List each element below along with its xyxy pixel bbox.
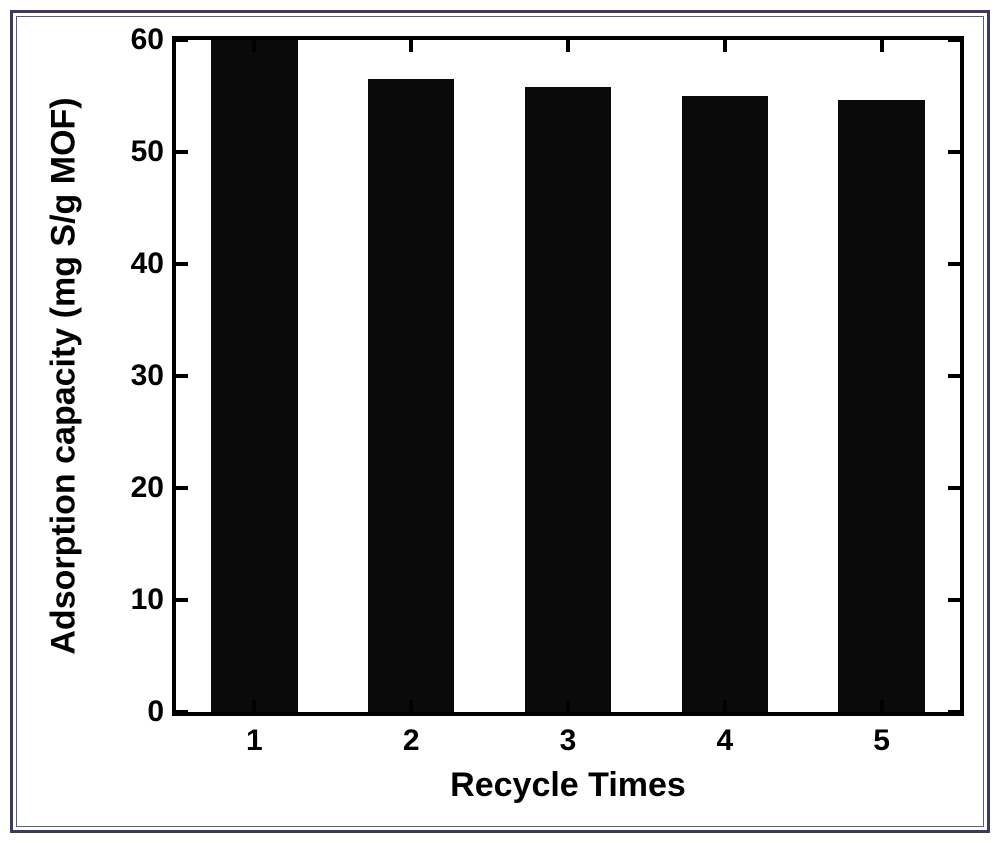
y-tick-mark xyxy=(176,262,188,266)
y-tick-mark xyxy=(948,150,960,154)
y-tick-mark xyxy=(176,710,188,714)
x-tick-mark xyxy=(409,40,413,52)
x-axis-label: Recycle Times xyxy=(450,766,686,805)
x-tick-mark xyxy=(880,40,884,52)
y-tick-mark xyxy=(948,486,960,490)
y-tick-label: 60 xyxy=(131,25,164,55)
y-tick-mark xyxy=(176,38,188,42)
x-tick-mark xyxy=(409,700,413,712)
y-tick-label: 30 xyxy=(131,361,164,391)
figure: 0 10 20 30 40 50 60 1 2 3 4 5 Adsorption capacity … xyxy=(0,0,1000,843)
y-tick-mark xyxy=(948,598,960,602)
x-tick-label: 2 xyxy=(403,726,420,756)
x-tick-mark xyxy=(252,700,256,712)
y-tick-label: 0 xyxy=(147,697,164,727)
y-tick-label: 20 xyxy=(131,473,164,503)
y-tick-mark xyxy=(176,374,188,378)
x-tick-mark xyxy=(880,700,884,712)
x-tick-label: 5 xyxy=(873,726,890,756)
y-tick-label: 10 xyxy=(131,585,164,615)
x-tick-label: 3 xyxy=(560,726,577,756)
y-tick-label: 50 xyxy=(131,137,164,167)
x-tick-mark xyxy=(252,40,256,52)
bar xyxy=(211,40,297,712)
x-tick-label: 1 xyxy=(246,726,263,756)
y-tick-label: 40 xyxy=(131,249,164,279)
bar xyxy=(525,87,611,712)
x-tick-label: 4 xyxy=(716,726,733,756)
y-tick-mark xyxy=(176,486,188,490)
y-tick-mark xyxy=(176,150,188,154)
x-tick-mark xyxy=(723,700,727,712)
plot-inner xyxy=(176,40,960,712)
y-tick-mark xyxy=(948,262,960,266)
y-tick-mark xyxy=(948,710,960,714)
y-axis-label: Adsorption capacity (mg S/g MOF) xyxy=(45,36,84,716)
x-tick-mark xyxy=(566,700,570,712)
y-tick-mark xyxy=(176,598,188,602)
bar xyxy=(838,100,924,712)
plot-area xyxy=(172,36,964,716)
y-tick-mark xyxy=(948,374,960,378)
bar xyxy=(682,96,768,712)
x-tick-mark xyxy=(566,40,570,52)
x-tick-mark xyxy=(723,40,727,52)
bar xyxy=(368,79,454,712)
y-tick-mark xyxy=(948,38,960,42)
